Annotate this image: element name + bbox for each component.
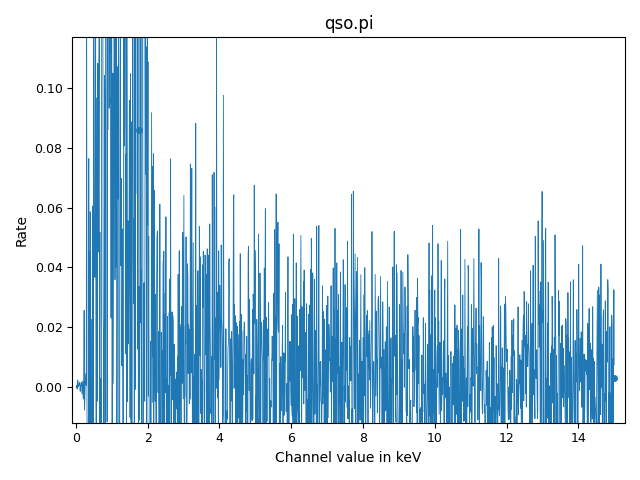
Y-axis label: Rate: Rate [15, 214, 29, 246]
X-axis label: Channel value in keV: Channel value in keV [275, 451, 422, 465]
Title: qso.pi: qso.pi [324, 15, 373, 33]
